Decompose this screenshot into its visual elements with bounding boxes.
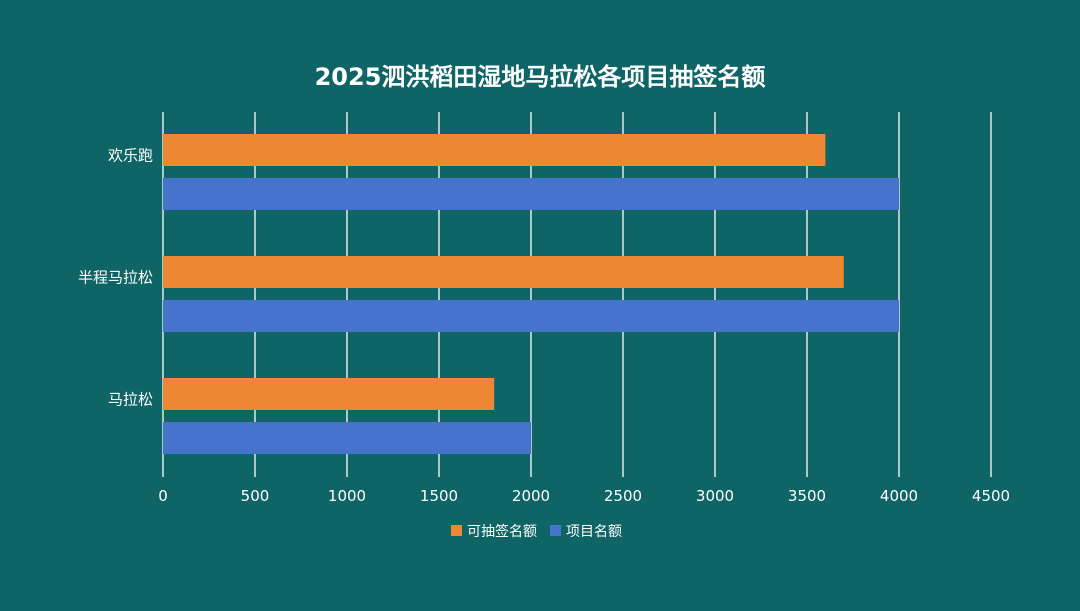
legend-item: 项目名额 — [550, 524, 622, 540]
bars — [163, 134, 899, 454]
bar-lottery-2 — [163, 378, 495, 410]
y-tick-label: 马拉松 — [108, 391, 153, 409]
legend-swatch — [451, 525, 462, 536]
legend-label: 项目名额 — [566, 524, 622, 540]
x-tick-label: 4000 — [880, 487, 918, 505]
x-tick-label: 0 — [158, 487, 168, 505]
x-tick-label: 4500 — [972, 487, 1010, 505]
bar-lottery-1 — [163, 256, 844, 288]
x-axis-labels: 0 500 1000 1500 2000 2500 3000 3500 4000 4500 — [158, 487, 1010, 505]
x-tick-label: 2500 — [604, 487, 642, 505]
bar-total-1 — [163, 300, 899, 332]
legend: 可抽签名额 项目名额 — [451, 523, 622, 540]
y-tick-label: 半程马拉松 — [78, 269, 153, 287]
legend-label: 可抽签名额 — [467, 523, 537, 540]
x-tick-label: 3500 — [788, 487, 826, 505]
bar-lottery-0 — [163, 134, 826, 166]
chart-title: 2025泗洪稻田湿地马拉松各项目抽签名额 — [315, 63, 766, 91]
x-tick-label: 3000 — [696, 487, 734, 505]
legend-swatch — [550, 525, 561, 536]
y-tick-label: 欢乐跑 — [108, 147, 153, 165]
bar-total-0 — [163, 178, 899, 210]
x-tick-label: 2000 — [512, 487, 550, 505]
x-tick-label: 1000 — [328, 487, 366, 505]
x-tick-label: 1500 — [420, 487, 458, 505]
legend-item: 可抽签名额 — [451, 523, 537, 540]
gridlines — [162, 112, 992, 477]
bar-total-2 — [163, 422, 531, 454]
x-tick-label: 500 — [241, 487, 270, 505]
